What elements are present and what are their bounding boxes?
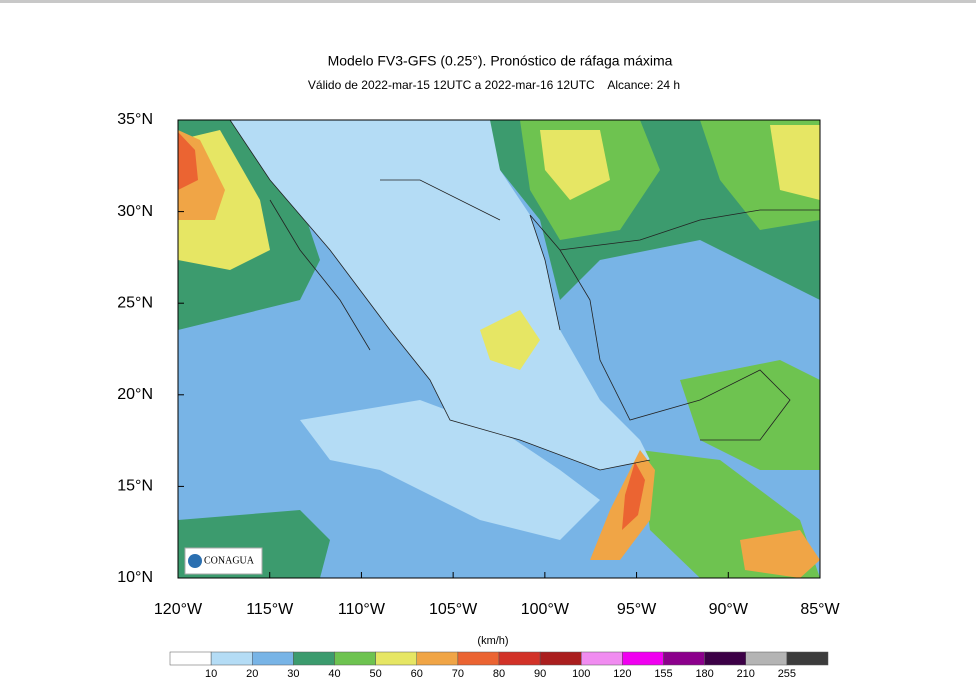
lat-label: 30°N (117, 203, 153, 220)
colorbar-label: 120 (613, 668, 631, 680)
lon-label: 100°W (521, 601, 570, 618)
color-box (416, 651, 459, 666)
colorbar-label: 20 (246, 668, 258, 680)
color-box (457, 651, 500, 666)
field-area (680, 360, 820, 470)
colorbar-label: 100 (572, 668, 590, 680)
lon-label: 90°W (709, 601, 749, 618)
colorbar-label: 30 (287, 668, 299, 680)
field-area (178, 132, 198, 190)
colorbar-label: 60 (411, 668, 423, 680)
color-box (745, 651, 788, 666)
color-box (210, 651, 253, 666)
colorbar-unit: (km/h) (477, 635, 508, 647)
colorbar-label: 50 (370, 668, 382, 680)
color-box (663, 651, 705, 666)
lat-label: 15°N (117, 478, 153, 495)
logo-text: CONAGUA (204, 555, 255, 566)
lon-label: 85°W (800, 601, 840, 618)
coastline (229, 120, 820, 471)
lon-label: 115°W (246, 601, 294, 618)
lat-label: 20°N (117, 386, 153, 403)
lat-label: 10°N (117, 569, 153, 586)
lon-label: 95°W (617, 601, 657, 618)
color-box (786, 651, 829, 666)
color-box (293, 651, 335, 666)
land-area (230, 120, 650, 470)
colorbar-label: 80 (493, 668, 505, 680)
colorbar-label: 155 (654, 668, 672, 680)
field-area (770, 125, 820, 200)
field-area (300, 400, 600, 540)
lat-label: 35°N (117, 111, 153, 128)
color-box (704, 651, 746, 666)
map: CONAGUA (177, 119, 821, 579)
colorbar-label: 10 (205, 668, 217, 680)
colorbar-label: 210 (737, 668, 755, 680)
logo-box (184, 547, 263, 575)
color-box (622, 651, 664, 666)
field-area (480, 310, 540, 370)
colorbar-label: 255 (778, 668, 796, 680)
field-area (740, 530, 820, 578)
title: Modelo FV3-GFS (0.25°). Pronóstico de rá… (328, 53, 673, 69)
logo-icon (188, 554, 202, 568)
field-area (622, 462, 645, 530)
color-box (498, 651, 541, 666)
color-box (581, 651, 623, 666)
top-border (0, 0, 976, 3)
color-box (375, 651, 417, 666)
color-box (252, 651, 294, 666)
color-box (539, 651, 582, 666)
lon-label: 110°W (338, 601, 386, 618)
colorbar-label: 180 (695, 668, 713, 680)
color-box (334, 651, 376, 666)
lon-label: 120°W (154, 601, 203, 618)
lat-label: 25°N (117, 294, 153, 311)
subtitle: Válido de 2022-mar-15 12UTC a 2022-mar-1… (308, 78, 680, 92)
map-frame (177, 119, 821, 579)
gulf (620, 270, 810, 390)
field-area (540, 130, 610, 200)
lon-label: 105°W (429, 601, 478, 618)
color-box (169, 651, 212, 666)
colorbar-label: 40 (328, 668, 340, 680)
colorbar-label: 90 (534, 668, 546, 680)
colorbar-label: 70 (452, 668, 464, 680)
